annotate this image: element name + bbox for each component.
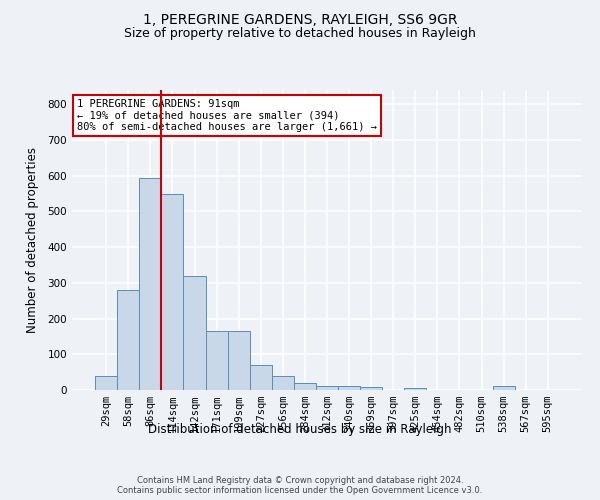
Text: 1, PEREGRINE GARDENS, RAYLEIGH, SS6 9GR: 1, PEREGRINE GARDENS, RAYLEIGH, SS6 9GR xyxy=(143,12,457,26)
Text: Size of property relative to detached houses in Rayleigh: Size of property relative to detached ho… xyxy=(124,28,476,40)
Bar xyxy=(404,388,427,390)
Text: Distribution of detached houses by size in Rayleigh: Distribution of detached houses by size … xyxy=(148,422,452,436)
Bar xyxy=(117,290,139,390)
Bar xyxy=(139,178,161,390)
Bar xyxy=(95,376,117,390)
Text: 1 PEREGRINE GARDENS: 91sqm
← 19% of detached houses are smaller (394)
80% of sem: 1 PEREGRINE GARDENS: 91sqm ← 19% of deta… xyxy=(77,99,377,132)
Bar xyxy=(250,365,272,390)
Bar xyxy=(294,383,316,390)
Bar xyxy=(161,194,184,390)
Bar xyxy=(360,387,382,390)
Y-axis label: Number of detached properties: Number of detached properties xyxy=(26,147,39,333)
Bar xyxy=(493,386,515,390)
Bar xyxy=(338,386,360,390)
Bar xyxy=(206,331,227,390)
Text: Contains HM Land Registry data © Crown copyright and database right 2024.
Contai: Contains HM Land Registry data © Crown c… xyxy=(118,476,482,495)
Bar xyxy=(184,276,206,390)
Bar xyxy=(316,386,338,390)
Bar xyxy=(227,331,250,390)
Bar xyxy=(272,376,294,390)
